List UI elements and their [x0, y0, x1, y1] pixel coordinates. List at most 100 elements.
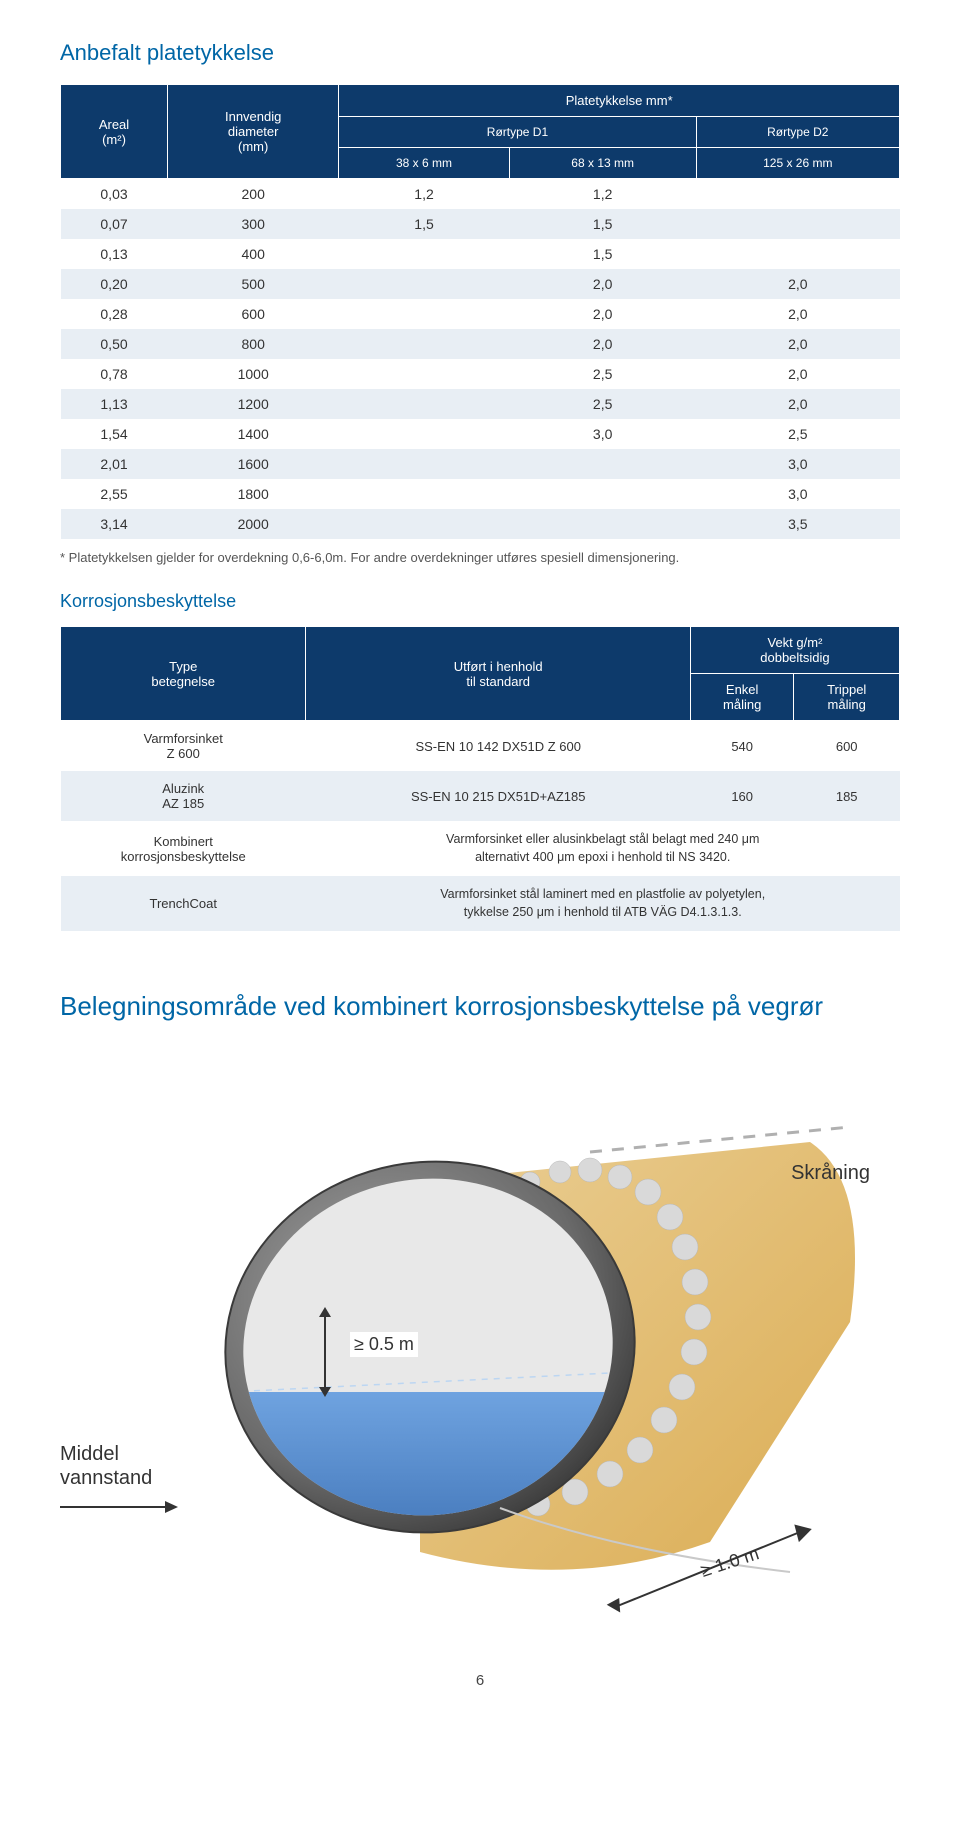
table-row: 2,011600 3,0: [61, 449, 900, 479]
table-cell: 1200: [168, 389, 339, 419]
table-cell: [339, 299, 509, 329]
footnote: * Platetykkelsen gjelder for overdekning…: [60, 549, 900, 567]
table-cell: [339, 419, 509, 449]
table-cell: 2,5: [509, 389, 696, 419]
cell-trippel: 600: [794, 721, 900, 772]
table-cell: 2,0: [696, 329, 899, 359]
table-cell: 2,0: [696, 359, 899, 389]
table-cell: [339, 359, 509, 389]
cell-type: Varmforsinket Z 600: [61, 721, 306, 772]
th-plate: Platetykkelse mm*: [339, 85, 900, 117]
table-row: 0,508002,02,0: [61, 329, 900, 359]
table-korrosjon: Type betegnelse Utført i henhold til sta…: [60, 626, 900, 931]
table-row: 0,28600 2,02,0: [61, 299, 900, 329]
table-cell: 0,13: [61, 239, 168, 269]
table-row: Kombinert korrosjonsbeskyttelseVarmforsi…: [61, 821, 900, 876]
th-d1: Rørtype D1: [339, 117, 696, 148]
table-cell: [339, 269, 509, 299]
table-cell: 2,0: [696, 389, 899, 419]
table-cell: 3,14: [61, 509, 168, 539]
table-row: 0,20500 2,02,0: [61, 269, 900, 299]
cell-enkel: 160: [690, 771, 793, 821]
table-cell: [339, 509, 509, 539]
table-cell: [696, 209, 899, 239]
table-cell: 1400: [168, 419, 339, 449]
table-cell: [509, 449, 696, 479]
title-belegning: Belegningsområde ved kombinert korrosjon…: [60, 991, 900, 1022]
table-cell: [696, 179, 899, 210]
table-cell: 2,5: [509, 359, 696, 389]
table-cell: 0,03: [61, 179, 168, 210]
title-anbefalt: Anbefalt platetykkelse: [60, 40, 900, 66]
th-trippel: Trippel måling: [794, 674, 900, 721]
table-cell: 0,78: [61, 359, 168, 389]
table-cell: [339, 479, 509, 509]
table-row: 3,142000 3,5: [61, 509, 900, 539]
table-cell: 2,55: [61, 479, 168, 509]
table-cell: 2000: [168, 509, 339, 539]
table-row: 1,131200 2,52,0: [61, 389, 900, 419]
th-std: Utført i henhold til standard: [306, 627, 690, 721]
th-type: Type betegnelse: [61, 627, 306, 721]
page-number: 6: [60, 1672, 900, 1689]
table-cell: [509, 479, 696, 509]
table-cell: 3,0: [696, 449, 899, 479]
table-row: Aluzink AZ 185SS-EN 10 215 DX51D+AZ18516…: [61, 771, 900, 821]
table-row: TrenchCoatVarmforsinket stål laminert me…: [61, 876, 900, 931]
cell-type: TrenchCoat: [61, 876, 306, 931]
table-cell: 3,0: [509, 419, 696, 449]
table-cell: 1,2: [339, 179, 509, 210]
table-cell: [339, 389, 509, 419]
table-cell: 1600: [168, 449, 339, 479]
th-areal: Areal (m²): [61, 85, 168, 179]
cell-enkel: 540: [690, 721, 793, 772]
arrow-middel: [60, 1497, 180, 1517]
table-cell: 300: [168, 209, 339, 239]
table-row: 1,541400 3,02,5: [61, 419, 900, 449]
table-cell: 1800: [168, 479, 339, 509]
table-cell: 1,5: [509, 209, 696, 239]
table-cell: 500: [168, 269, 339, 299]
table-cell: [696, 239, 899, 269]
table-cell: 0,20: [61, 269, 168, 299]
table-row: 0,781000 2,52,0: [61, 359, 900, 389]
cell-std: SS-EN 10 215 DX51D+AZ185: [306, 771, 690, 821]
table-cell: 2,0: [696, 299, 899, 329]
table-cell: 3,0: [696, 479, 899, 509]
table-cell: 1,5: [339, 209, 509, 239]
label-skraning: Skråning: [791, 1162, 870, 1185]
table-cell: 1,13: [61, 389, 168, 419]
table-cell: 1,54: [61, 419, 168, 449]
th-diameter: Innvendig diameter (mm): [168, 85, 339, 179]
cell-std: SS-EN 10 142 DX51D Z 600: [306, 721, 690, 772]
table-cell: 0,50: [61, 329, 168, 359]
table-cell: 0,07: [61, 209, 168, 239]
table-cell: [339, 239, 509, 269]
label-05m: ≥ 0.5 m: [350, 1332, 418, 1357]
table-cell: 200: [168, 179, 339, 210]
table-row: 0,073001,51,5: [61, 209, 900, 239]
table-cell: 400: [168, 239, 339, 269]
table-cell: [509, 509, 696, 539]
table-cell: 1,5: [509, 239, 696, 269]
table-platetykkelse: Areal (m²) Innvendig diameter (mm) Plate…: [60, 84, 900, 539]
table-cell: 0,28: [61, 299, 168, 329]
cell-desc: Varmforsinket eller alusinkbelagt stål b…: [306, 821, 900, 876]
arrow-05m: [315, 1307, 335, 1397]
table-cell: [339, 449, 509, 479]
cell-desc: Varmforsinket stål laminert med en plast…: [306, 876, 900, 931]
table-row: Varmforsinket Z 600SS-EN 10 142 DX51D Z …: [61, 721, 900, 772]
table-cell: 3,5: [696, 509, 899, 539]
table-cell: 600: [168, 299, 339, 329]
table-cell: 2,5: [696, 419, 899, 449]
th-c2: 68 x 13 mm: [509, 148, 696, 179]
table-cell: 1,2: [509, 179, 696, 210]
th-d2: Rørtype D2: [696, 117, 899, 148]
table-cell: 2,0: [696, 269, 899, 299]
cell-type: Aluzink AZ 185: [61, 771, 306, 821]
table-cell: 2,0: [509, 299, 696, 329]
table-cell: 2,0: [509, 269, 696, 299]
table-cell: 2,01: [61, 449, 168, 479]
table-cell: 1000: [168, 359, 339, 389]
table-cell: [339, 329, 509, 359]
